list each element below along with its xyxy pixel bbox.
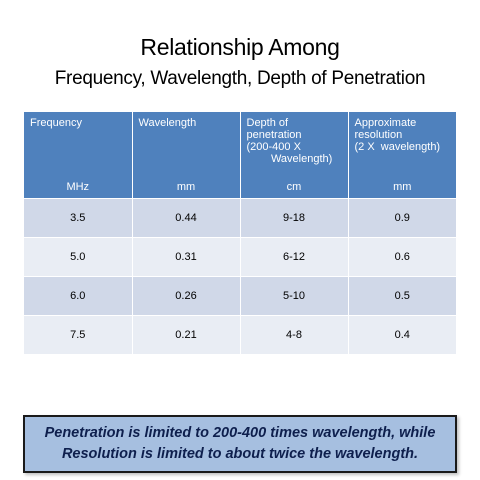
cell-wavelength: 0.21 <box>132 314 241 354</box>
header-unit: mm <box>176 180 196 193</box>
cell-frequency: 6.0 <box>24 275 133 315</box>
callout-line-2: Resolution is limited to about twice the… <box>61 446 419 462</box>
table-header-row: Frequency MHz Wavelength mm Depth of pen… <box>24 112 456 198</box>
cell-resolution: 0.9 <box>348 197 456 237</box>
cell-resolution: 0.6 <box>348 236 456 276</box>
table-row: 6.0 0.26 5-10 0.5 <box>24 275 456 315</box>
callout-line-1: Penetration is limited to 200-400 times … <box>44 425 436 441</box>
header-unit: cm <box>286 180 302 193</box>
cell-depth: 5-10 <box>240 275 349 315</box>
table-row: 3.5 0.44 9-18 0.9 <box>24 197 456 237</box>
cell-depth: 6-12 <box>240 236 349 276</box>
callout-box: Penetration is limited to 200-400 times … <box>23 415 457 473</box>
header-label: Depth of penetration (200-400 X Waveleng… <box>246 117 333 165</box>
cell-depth: 9-18 <box>240 197 349 237</box>
header-unit: MHz <box>66 180 90 193</box>
data-table: Frequency MHz Wavelength mm Depth of pen… <box>24 112 456 354</box>
header-depth-of-penetration: Depth of penetration (200-400 X Waveleng… <box>240 112 349 198</box>
cell-frequency: 3.5 <box>24 197 133 237</box>
cell-wavelength: 0.44 <box>132 197 241 237</box>
cell-wavelength: 0.26 <box>132 275 241 315</box>
header-wavelength: Wavelength mm <box>132 112 241 198</box>
header-label: Wavelength <box>138 117 197 129</box>
cell-wavelength: 0.31 <box>132 236 241 276</box>
slide-subtitle: Frequency, Wavelength, Depth of Penetrat… <box>54 68 426 89</box>
header-unit: mm <box>393 180 412 193</box>
table-row: 7.5 0.21 4-8 0.4 <box>24 314 456 354</box>
cell-resolution: 0.4 <box>348 314 456 354</box>
cell-frequency: 7.5 <box>24 314 133 354</box>
header-label: Frequency <box>30 117 82 129</box>
header-label: Approximate resolution (2 X wavelength) <box>354 117 441 153</box>
header-approximate-resolution: Approximate resolution (2 X wavelength) … <box>348 112 456 198</box>
cell-depth: 4-8 <box>240 314 349 354</box>
slide-title: Relationship Among <box>140 34 340 60</box>
table-row: 5.0 0.31 6-12 0.6 <box>24 236 456 276</box>
cell-frequency: 5.0 <box>24 236 133 276</box>
cell-resolution: 0.5 <box>348 275 456 315</box>
header-frequency: Frequency MHz <box>24 112 133 198</box>
